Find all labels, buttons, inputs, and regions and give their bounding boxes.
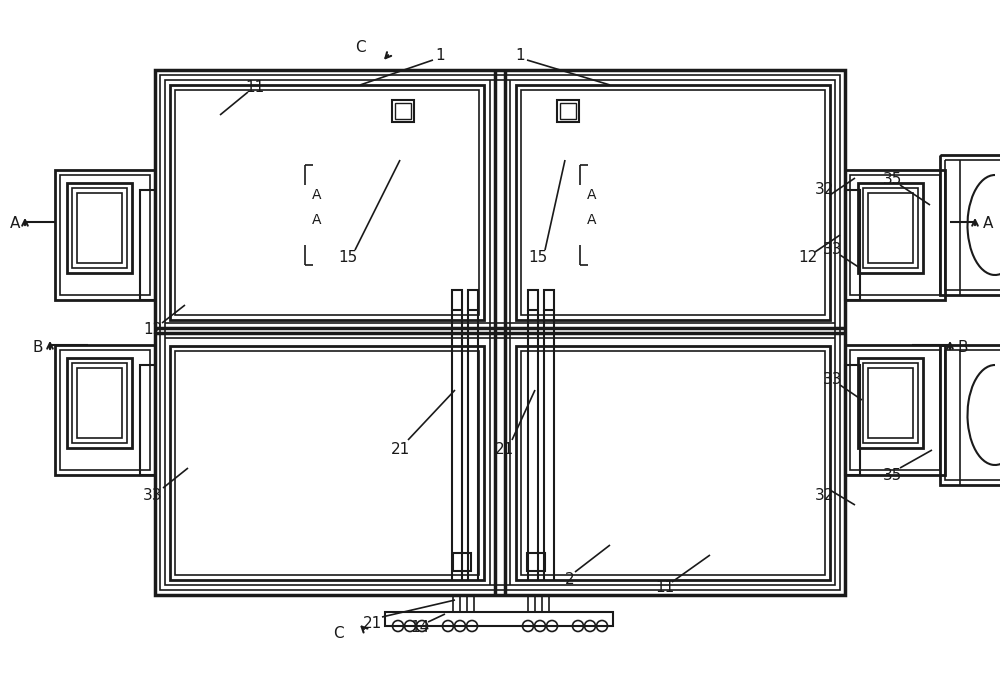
Text: B: B [33, 340, 43, 354]
Bar [453, 553, 471, 571]
Text: 35: 35 [883, 172, 903, 187]
Bar [945, 160, 1000, 290]
Bar [175, 351, 479, 575]
Text: C: C [355, 41, 365, 56]
Bar [850, 350, 940, 470]
Bar [60, 175, 150, 295]
Text: 32: 32 [815, 488, 835, 504]
Bar [67, 358, 132, 448]
Bar [60, 350, 150, 470]
Text: A: A [312, 188, 322, 202]
Bar [521, 351, 825, 575]
Bar [72, 363, 127, 443]
Bar [544, 290, 554, 310]
Bar [55, 170, 155, 300]
Text: A: A [587, 213, 597, 227]
Text: 32: 32 [815, 183, 835, 198]
Bar [858, 358, 923, 448]
Text: A: A [587, 188, 597, 202]
Bar [170, 346, 484, 580]
Bar [175, 90, 479, 315]
Text: 21: 21 [495, 443, 515, 458]
Bar [945, 350, 1000, 480]
Text: C: C [333, 627, 343, 642]
Text: 15: 15 [528, 251, 548, 265]
Text: 21: 21 [390, 443, 410, 458]
Bar [77, 368, 122, 438]
Text: A: A [312, 213, 322, 227]
Text: 21: 21 [363, 615, 383, 631]
Bar [521, 90, 825, 315]
Bar [528, 290, 538, 310]
Bar [868, 193, 913, 263]
Bar [385, 612, 613, 626]
Text: A: A [983, 217, 993, 232]
Text: 12: 12 [143, 323, 163, 337]
Text: B: B [958, 340, 968, 354]
Text: 11: 11 [245, 81, 265, 96]
Text: A: A [10, 217, 20, 232]
Text: 33: 33 [823, 373, 843, 388]
Bar [516, 85, 830, 320]
Bar [468, 290, 478, 310]
Bar [858, 183, 923, 273]
Bar [77, 193, 122, 263]
Bar [160, 75, 840, 590]
Bar [845, 365, 860, 475]
Text: 33: 33 [143, 488, 163, 502]
Text: 1: 1 [435, 48, 445, 64]
Text: 2: 2 [565, 572, 575, 587]
Text: 12: 12 [798, 251, 818, 265]
Bar [863, 363, 918, 443]
Text: 14: 14 [410, 621, 430, 636]
Text: 35: 35 [883, 468, 903, 483]
Bar [140, 190, 155, 300]
Text: 1: 1 [515, 48, 525, 64]
Bar [67, 183, 132, 273]
Bar [845, 345, 945, 475]
Bar [940, 345, 1000, 485]
Bar [170, 85, 484, 320]
Bar [72, 188, 127, 268]
Bar [868, 368, 913, 438]
Bar [516, 346, 830, 580]
Text: 11: 11 [655, 581, 675, 595]
Bar [863, 188, 918, 268]
Bar [850, 175, 940, 295]
Bar [392, 100, 414, 122]
Bar [395, 103, 411, 119]
Text: 33: 33 [823, 242, 843, 257]
Bar [845, 190, 860, 300]
Bar [55, 345, 155, 475]
Bar [452, 290, 462, 310]
Bar [557, 100, 579, 122]
Bar [527, 553, 545, 571]
Bar [560, 103, 576, 119]
Bar [940, 155, 1000, 295]
Text: 15: 15 [338, 251, 358, 265]
Bar [140, 365, 155, 475]
Bar [165, 80, 835, 585]
Bar [155, 70, 845, 595]
Bar [845, 170, 945, 300]
